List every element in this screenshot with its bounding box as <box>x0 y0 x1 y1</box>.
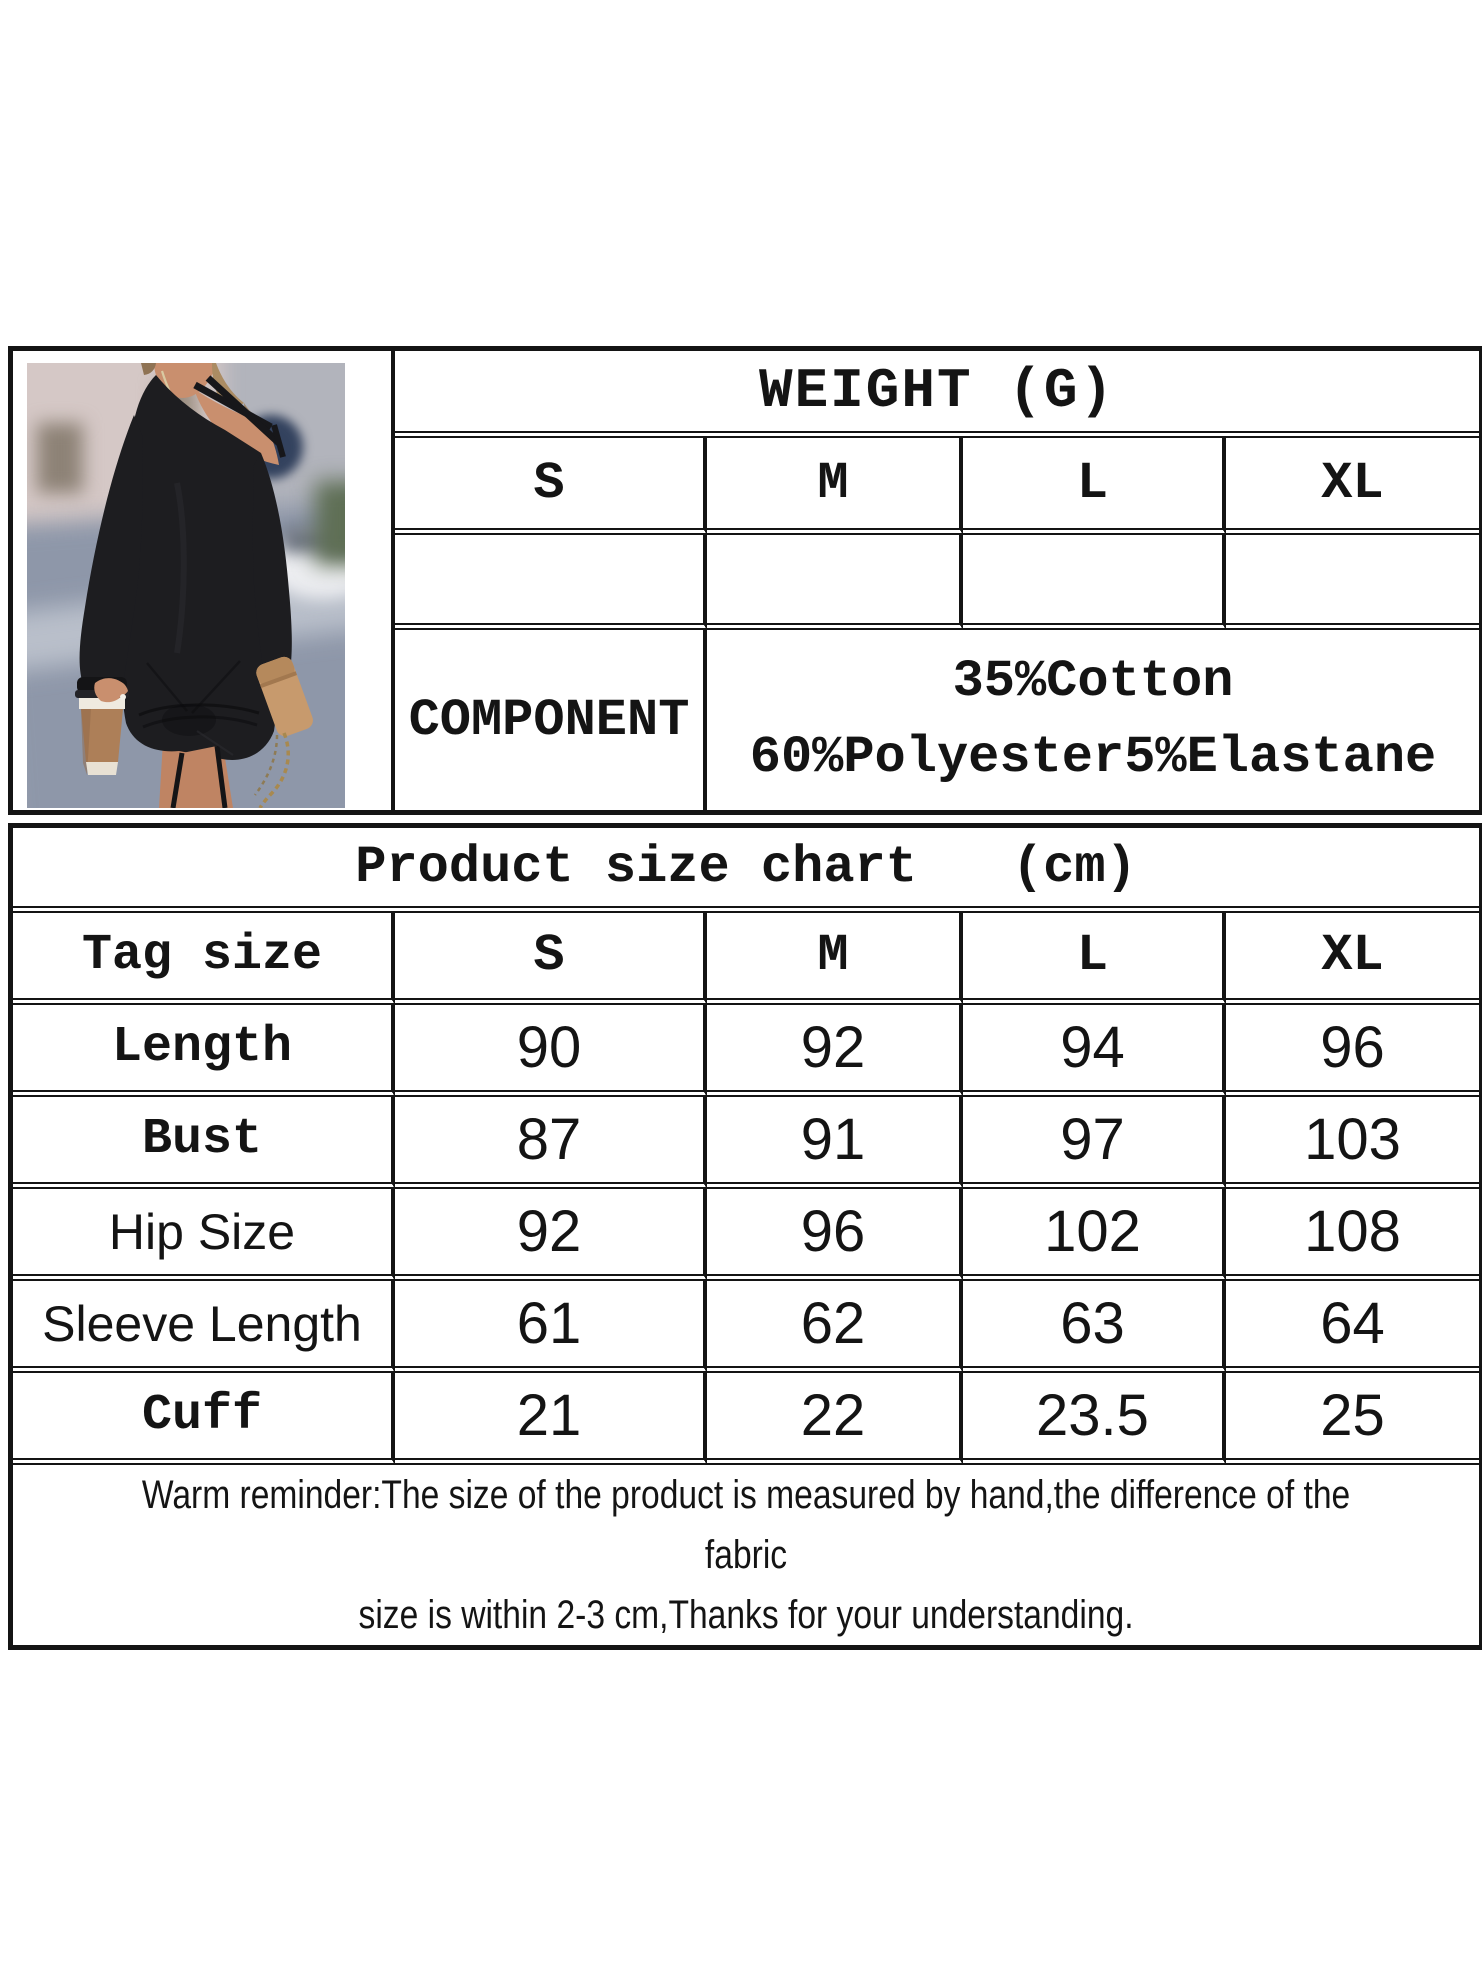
weight-value-s-cell <box>395 535 707 630</box>
weight-size-header-m: M <box>707 438 963 535</box>
size-chart-header-row: Tag size S M L XL <box>13 913 1480 1005</box>
photo-background-foliage <box>315 481 345 565</box>
table-gap <box>8 815 1474 823</box>
weight-table: WEIGHT (G) S M L XL COMPONENT 35%Cotton <box>8 346 1482 815</box>
reminder-cell: Warm reminder:The size of the product is… <box>13 1465 1479 1645</box>
bust-m: 91 <box>707 1097 963 1189</box>
bust-row: Bust 87 91 97 103 <box>13 1097 1480 1189</box>
hip-size-label: Hip Size <box>13 1189 395 1281</box>
cuff-xl: 25 <box>1226 1373 1480 1465</box>
hip-size-row: Hip Size 92 96 102 108 <box>13 1189 1480 1281</box>
size-chart-title: Product size chart <box>355 837 917 897</box>
cuff-row: Cuff 21 22 23.5 25 <box>13 1373 1480 1465</box>
component-value: 35%Cotton 60%Polyester5%Elastane <box>707 644 1479 796</box>
reminder-row: Warm reminder:The size of the product is… <box>13 1465 1479 1645</box>
size-col-xl: XL <box>1226 913 1480 1005</box>
sleeve-length-row: Sleeve Length 61 62 63 64 <box>13 1281 1480 1373</box>
bust-xl: 103 <box>1226 1097 1480 1189</box>
weight-size-header-row: S M L XL <box>13 438 1479 535</box>
weight-value-xl-cell <box>1226 535 1479 630</box>
component-label: COMPONENT <box>395 630 707 810</box>
cuff-m: 22 <box>707 1373 963 1465</box>
size-col-l: L <box>963 913 1226 1005</box>
warm-reminder: Warm reminder:The size of the product is… <box>130 1465 1361 1645</box>
photo-background-window <box>37 423 83 493</box>
size-col-m: M <box>707 913 963 1005</box>
bust-l: 97 <box>963 1097 1226 1189</box>
model-figure-illustration <box>75 363 313 808</box>
length-l: 94 <box>963 1005 1226 1097</box>
bust-s: 87 <box>395 1097 707 1189</box>
warm-reminder-line1: Warm reminder:The size of the product is… <box>141 1473 1351 1577</box>
weight-value-l-cell <box>963 535 1226 630</box>
size-chart-unit: (cm) <box>1011 837 1137 897</box>
component-row: COMPONENT 35%Cotton 60%Polyester5%Elasta… <box>13 630 1479 810</box>
weight-table-title: WEIGHT (G) <box>395 351 1479 438</box>
length-xl: 96 <box>1226 1005 1480 1097</box>
hip-m: 96 <box>707 1189 963 1281</box>
size-col-s: S <box>395 913 707 1005</box>
warm-reminder-line2: size is within 2-3 cm,Thanks for your un… <box>358 1593 1134 1637</box>
tag-size-label: Tag size <box>13 913 395 1005</box>
product-photo-cell <box>13 351 395 810</box>
cuff-label: Cuff <box>13 1373 395 1465</box>
sleeve-m: 62 <box>707 1281 963 1373</box>
weight-size-header-xl: XL <box>1226 438 1479 535</box>
weight-size-header-l: L <box>963 438 1226 535</box>
component-value-line2: 60%Polyester5%Elastane <box>749 728 1437 787</box>
hip-s: 92 <box>395 1189 707 1281</box>
weight-title-row: WEIGHT (G) <box>13 351 1479 810</box>
cuff-s: 21 <box>395 1373 707 1465</box>
weight-values-row <box>13 535 1479 630</box>
weight-size-header-s: S <box>395 438 707 535</box>
length-s: 90 <box>395 1005 707 1097</box>
length-m: 92 <box>707 1005 963 1097</box>
weight-value-m-cell <box>707 535 963 630</box>
length-row: Length 90 92 94 96 <box>13 1005 1480 1097</box>
component-value-line1: 35%Cotton <box>952 652 1234 711</box>
size-chart-title-cell: Product size chart (cm) <box>13 828 1480 913</box>
length-label: Length <box>13 1005 395 1097</box>
cuff-l: 23.5 <box>963 1373 1226 1465</box>
bust-label: Bust <box>13 1097 395 1189</box>
sleeve-xl: 64 <box>1226 1281 1480 1373</box>
sleeve-length-label: Sleeve Length <box>13 1281 395 1373</box>
component-value-cell: 35%Cotton 60%Polyester5%Elastane <box>707 630 1479 810</box>
hip-xl: 108 <box>1226 1189 1480 1281</box>
size-chart-table: Product size chart (cm) Tag size S M L XL… <box>8 823 1482 1650</box>
hip-l: 102 <box>963 1189 1226 1281</box>
sleeve-l: 63 <box>963 1281 1226 1373</box>
product-photo <box>27 363 345 808</box>
sheet-content: WEIGHT (G) S M L XL COMPONENT 35%Cotton <box>8 346 1482 1650</box>
sleeve-s: 61 <box>395 1281 707 1373</box>
size-chart-title-row: Product size chart (cm) <box>13 828 1480 913</box>
